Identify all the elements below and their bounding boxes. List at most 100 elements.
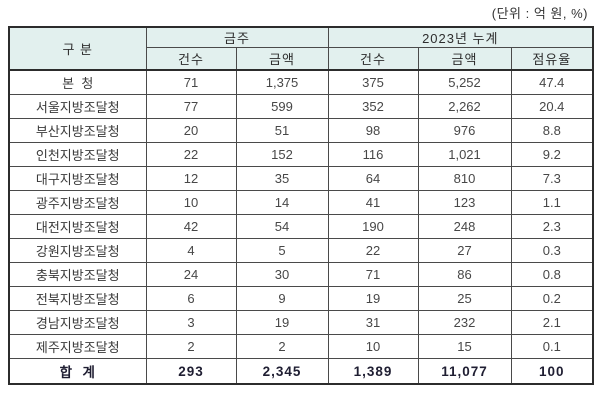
- value-cell: 14: [235, 190, 329, 215]
- value-cell: 77: [145, 94, 237, 119]
- value-cell: 9: [235, 286, 329, 311]
- value-cell: 20: [145, 118, 237, 143]
- value-cell: 2: [235, 334, 329, 359]
- value-cell: 3: [145, 310, 237, 335]
- office-name-cell: 부산지방조달청: [8, 118, 147, 143]
- value-cell: 4: [145, 238, 237, 263]
- value-cell: 375: [327, 69, 419, 95]
- value-cell: 116: [327, 142, 419, 167]
- value-cell: 0.8: [510, 262, 594, 287]
- value-cell: 232: [417, 310, 512, 335]
- total-row: 합 계 293 2,345 1,389 11,077 100: [8, 358, 594, 385]
- header-week-amount: 금액: [235, 47, 329, 71]
- table-row: 제주지방조달청 2 2 10 15 0.1: [8, 334, 594, 359]
- value-cell: 190: [327, 214, 419, 239]
- table-body: 본 청 71 1,375 375 5,252 47.4 서울지방조달청 77 599 352 2,2…: [8, 69, 594, 359]
- header-cumulative-count: 건수: [327, 47, 419, 71]
- total-cumulative-count-cell: 1,389: [327, 358, 419, 385]
- value-cell: 15: [417, 334, 512, 359]
- value-cell: 71: [145, 69, 237, 95]
- value-cell: 9.2: [510, 142, 594, 167]
- office-name-cell: 인천지방조달청: [8, 142, 147, 167]
- table-row: 충북지방조달청 24 30 71 86 0.8: [8, 262, 594, 287]
- table-row: 강원지방조달청 4 5 22 27 0.3: [8, 238, 594, 263]
- office-name-cell: 광주지방조달청: [8, 190, 147, 215]
- value-cell: 810: [417, 166, 512, 191]
- value-cell: 27: [417, 238, 512, 263]
- office-name-cell: 경남지방조달청: [8, 310, 147, 335]
- value-cell: 42: [145, 214, 237, 239]
- value-cell: 71: [327, 262, 419, 287]
- table-row: 전북지방조달청 6 9 19 25 0.2: [8, 286, 594, 311]
- value-cell: 24: [145, 262, 237, 287]
- value-cell: 352: [327, 94, 419, 119]
- table-row: 본 청 71 1,375 375 5,252 47.4: [8, 69, 594, 95]
- value-cell: 0.3: [510, 238, 594, 263]
- total-share-cell: 100: [510, 358, 594, 385]
- value-cell: 22: [327, 238, 419, 263]
- value-cell: 10: [145, 190, 237, 215]
- total-week-count-cell: 293: [145, 358, 237, 385]
- total-label-cell: 합 계: [8, 358, 147, 385]
- value-cell: 976: [417, 118, 512, 143]
- table-row: 인천지방조달청 22 152 116 1,021 9.2: [8, 142, 594, 167]
- table-header: 구 분 금주 2023년 누계 건수 금액 건수 금액 점유율: [8, 26, 594, 71]
- table-row: 경남지방조달청 3 19 31 232 2.1: [8, 310, 594, 335]
- value-cell: 1.1: [510, 190, 594, 215]
- unit-label: (단위 : 억 원, %): [491, 6, 588, 21]
- value-cell: 2.1: [510, 310, 594, 335]
- value-cell: 20.4: [510, 94, 594, 119]
- value-cell: 25: [417, 286, 512, 311]
- value-cell: 8.8: [510, 118, 594, 143]
- header-sub-row: 건수 금액 건수 금액 점유율: [9, 47, 594, 71]
- value-cell: 51: [235, 118, 329, 143]
- value-cell: 0.1: [510, 334, 594, 359]
- value-cell: 152: [235, 142, 329, 167]
- total-cumulative-amount-cell: 11,077: [417, 358, 512, 385]
- value-cell: 6: [145, 286, 237, 311]
- office-name-cell: 서울지방조달청: [8, 94, 147, 119]
- value-cell: 1,021: [417, 142, 512, 167]
- table-row: 부산지방조달청 20 51 98 976 8.8: [8, 118, 594, 143]
- value-cell: 123: [417, 190, 512, 215]
- value-cell: 19: [235, 310, 329, 335]
- value-cell: 7.3: [510, 166, 594, 191]
- value-cell: 41: [327, 190, 419, 215]
- office-name-cell: 충북지방조달청: [8, 262, 147, 287]
- table-row: 광주지방조달청 10 14 41 123 1.1: [8, 190, 594, 215]
- value-cell: 1,375: [235, 69, 329, 95]
- header-group-row: 구 분 금주 2023년 누계: [8, 26, 594, 71]
- value-cell: 22: [145, 142, 237, 167]
- value-cell: 2,262: [417, 94, 512, 119]
- value-cell: 19: [327, 286, 419, 311]
- table-footer: 합 계 293 2,345 1,389 11,077 100: [8, 358, 594, 385]
- value-cell: 2: [145, 334, 237, 359]
- office-name-cell: 제주지방조달청: [8, 334, 147, 359]
- total-week-amount-cell: 2,345: [235, 358, 329, 385]
- value-cell: 5,252: [417, 69, 512, 95]
- office-name-cell: 대구지방조달청: [8, 166, 147, 191]
- header-week-group: 금주: [145, 26, 329, 48]
- header-cumulative-group: 2023년 누계: [327, 26, 594, 48]
- value-cell: 35: [235, 166, 329, 191]
- header-category: 구 분: [8, 26, 147, 71]
- office-name-cell: 본 청: [8, 69, 147, 95]
- office-name-cell: 강원지방조달청: [8, 238, 147, 263]
- header-share: 점유율: [510, 47, 594, 71]
- value-cell: 0.2: [510, 286, 594, 311]
- value-cell: 10: [327, 334, 419, 359]
- table-row: 대구지방조달청 12 35 64 810 7.3: [8, 166, 594, 191]
- value-cell: 86: [417, 262, 512, 287]
- value-cell: 47.4: [510, 69, 594, 95]
- value-cell: 31: [327, 310, 419, 335]
- value-cell: 98: [327, 118, 419, 143]
- header-cumulative-amount: 금액: [417, 47, 512, 71]
- table-row: 서울지방조달청 77 599 352 2,262 20.4: [8, 94, 594, 119]
- value-cell: 5: [235, 238, 329, 263]
- value-cell: 12: [145, 166, 237, 191]
- value-cell: 64: [327, 166, 419, 191]
- value-cell: 2.3: [510, 214, 594, 239]
- office-name-cell: 대전지방조달청: [8, 214, 147, 239]
- value-cell: 54: [235, 214, 329, 239]
